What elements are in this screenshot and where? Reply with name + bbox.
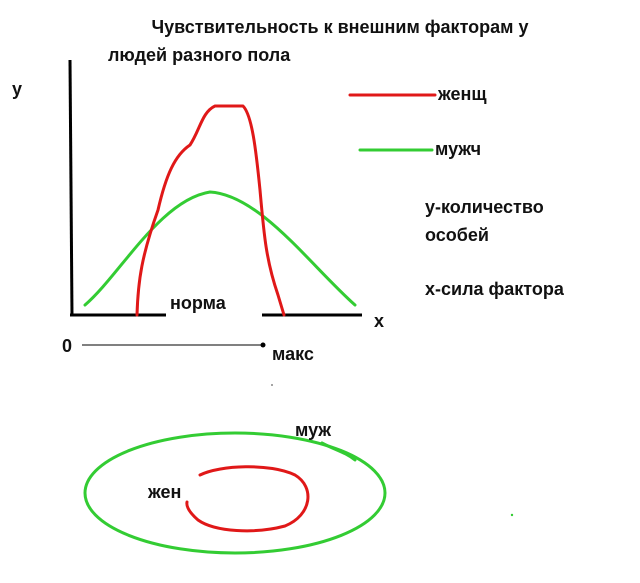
y-axis-label: у xyxy=(12,79,22,99)
outer-ring xyxy=(83,431,387,555)
norm-label: норма xyxy=(170,293,227,313)
range-start: 0 xyxy=(62,336,72,356)
note: особей xyxy=(425,225,489,245)
y-axis xyxy=(68,59,74,317)
title: Чувствительность к внешним факторам у xyxy=(152,17,529,37)
speck xyxy=(510,513,514,517)
inner-ring xyxy=(185,465,310,533)
speck xyxy=(271,384,273,386)
outer-ring-label: муж xyxy=(295,420,331,440)
male-curve xyxy=(83,190,357,307)
note: у-количество xyxy=(425,197,544,217)
outer-ring-mark xyxy=(320,441,357,462)
legend-label: мужч xyxy=(435,139,481,159)
legend-label: женщ xyxy=(437,84,487,104)
x-axis-label: х xyxy=(374,311,384,331)
inner-ring-label: жен xyxy=(147,482,181,502)
title: людей разного пола xyxy=(108,45,291,65)
note: х-сила фактора xyxy=(425,279,565,299)
range-dot xyxy=(260,342,266,348)
female-curve xyxy=(135,104,286,317)
range-end: макс xyxy=(272,344,314,364)
